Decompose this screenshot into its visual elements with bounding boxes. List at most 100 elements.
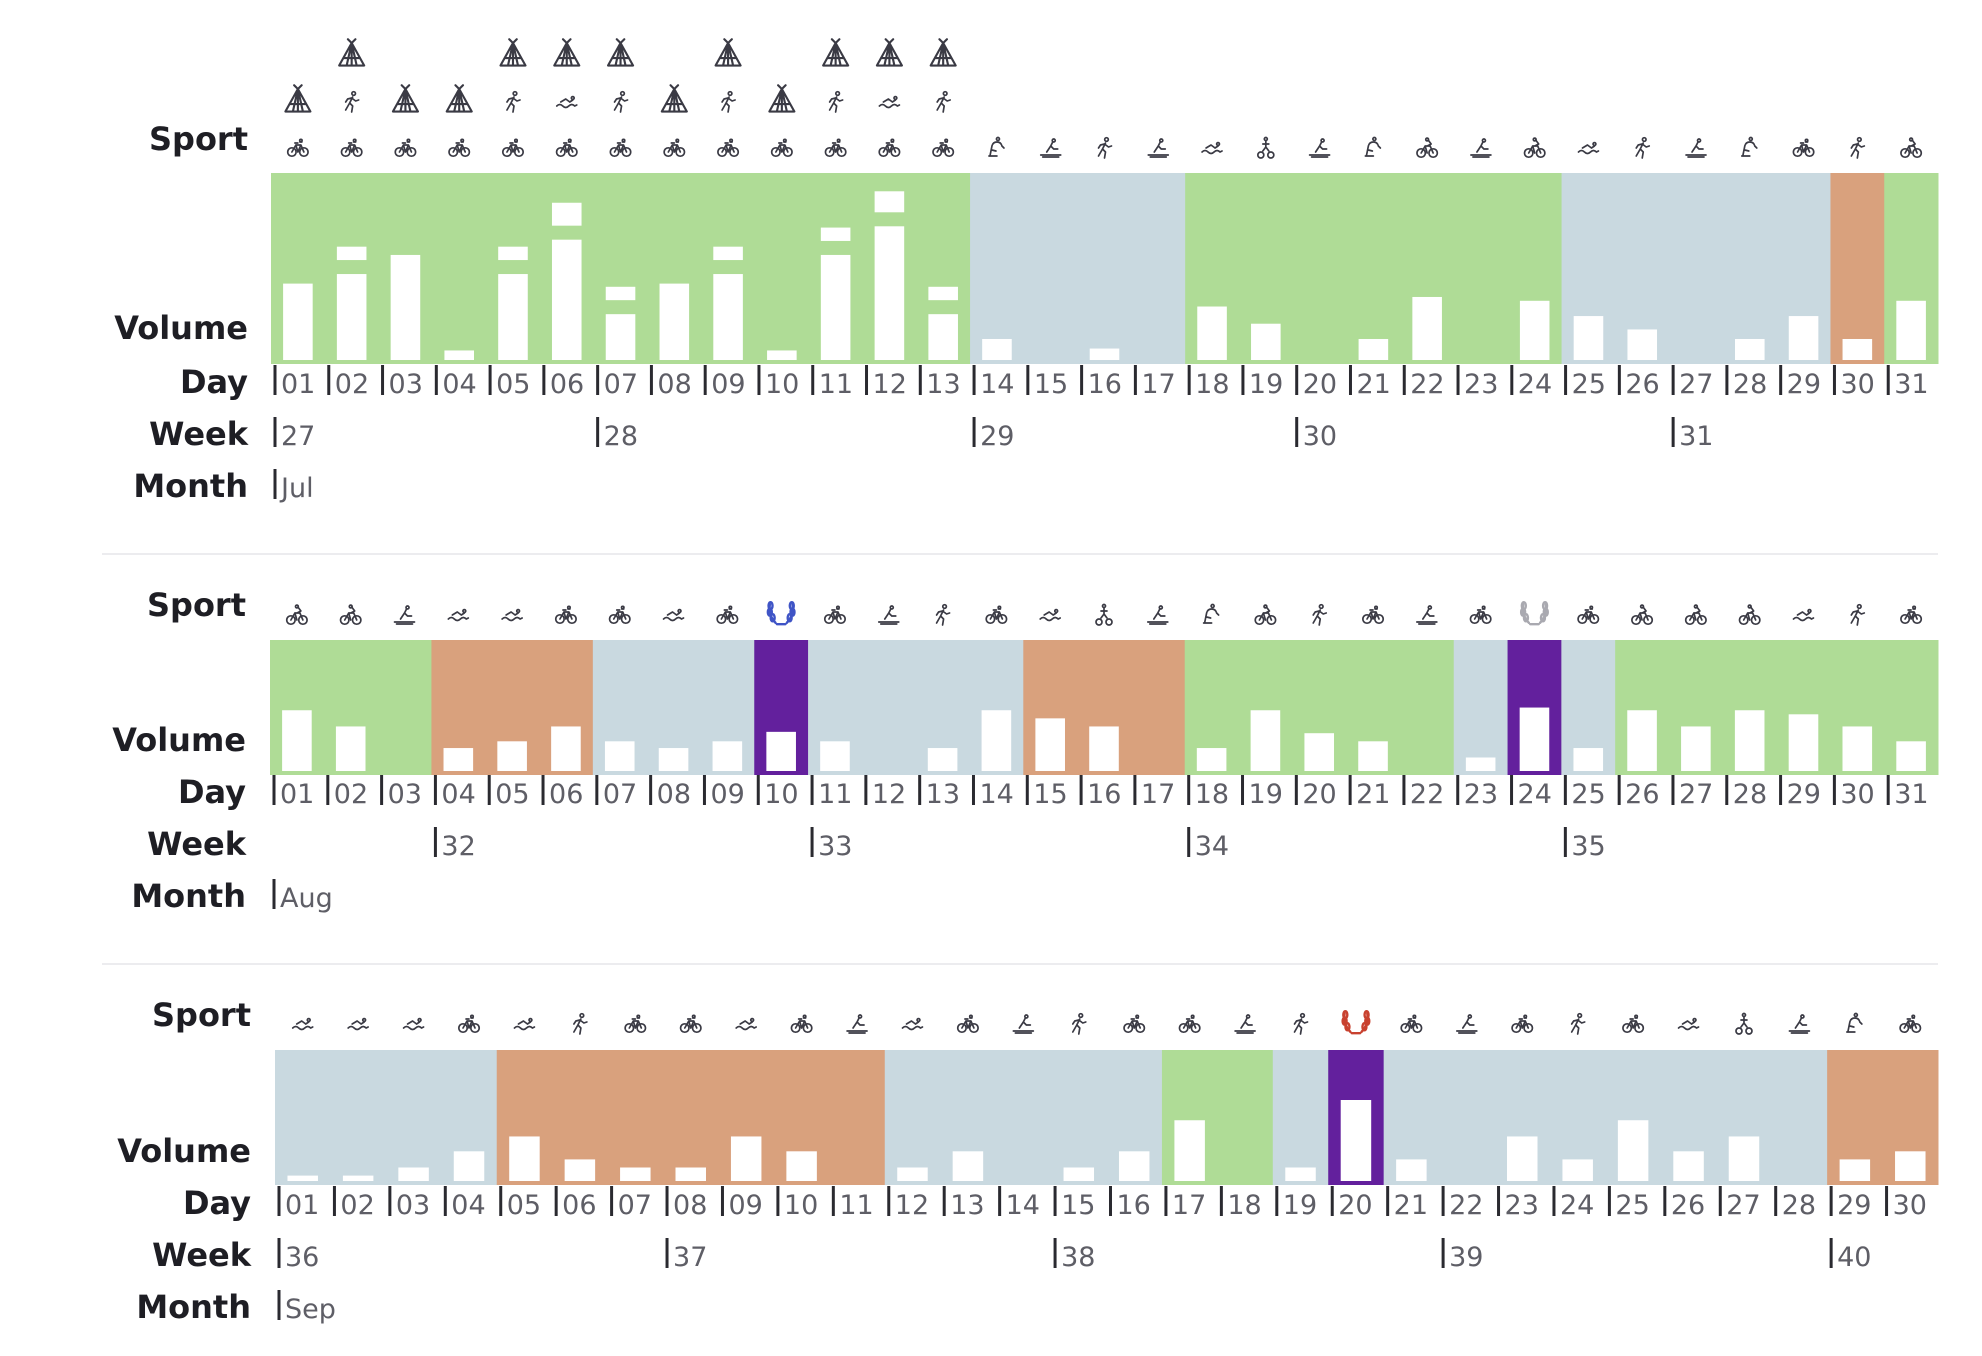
volume-bar[interactable] (287, 1175, 318, 1181)
volume-bar[interactable] (1035, 718, 1065, 771)
volume-bar[interactable] (713, 274, 743, 360)
volume-bar[interactable] (1519, 300, 1550, 360)
rowing-icon (1685, 138, 1707, 158)
volume-bar[interactable] (564, 1159, 596, 1181)
volume-bar[interactable] (509, 1136, 540, 1181)
volume-bar[interactable] (820, 254, 851, 360)
volume-bar[interactable] (604, 741, 635, 771)
volume-bar[interactable] (1250, 710, 1281, 771)
laurel-silver-icon (1519, 601, 1549, 626)
volume-bar[interactable] (927, 748, 958, 771)
volume-bar[interactable] (605, 286, 636, 301)
volume-bar[interactable] (1063, 1167, 1095, 1182)
day-tick-label: 04 (441, 779, 475, 810)
volume-bar[interactable] (335, 726, 366, 771)
volume-bar[interactable] (1174, 1120, 1205, 1181)
volume-bar[interactable] (982, 338, 1012, 360)
volume-bar[interactable] (551, 239, 582, 360)
volume-bar[interactable] (1562, 1159, 1593, 1181)
volume-bar[interactable] (1197, 306, 1227, 360)
volume-bar[interactable] (336, 274, 367, 360)
volume-bar[interactable] (1251, 323, 1281, 360)
volume-bar[interactable] (820, 227, 851, 241)
volume-bar[interactable] (1627, 710, 1657, 771)
volume-bar[interactable] (551, 726, 581, 771)
volume-bar[interactable] (1507, 1136, 1538, 1181)
volume-bar[interactable] (981, 710, 1012, 771)
volume-bar[interactable] (1788, 316, 1819, 360)
volume-bar[interactable] (605, 314, 636, 360)
volume-bar[interactable] (1617, 1120, 1649, 1181)
volume-bar[interactable] (443, 748, 474, 771)
day-tick-label: 29 (1787, 779, 1821, 810)
volume-bar[interactable] (453, 1151, 485, 1181)
volume-bar[interactable] (1118, 1151, 1150, 1181)
swim-icon (402, 1017, 425, 1031)
volume-bar[interactable] (1285, 1167, 1316, 1182)
volume-bar[interactable] (658, 748, 689, 771)
volume-bar[interactable] (444, 350, 474, 360)
run-icon (721, 90, 736, 113)
volume-bar[interactable] (1627, 329, 1658, 360)
day-tick-label: 06 (549, 779, 583, 810)
volume-bar[interactable] (928, 314, 958, 360)
volume-bar[interactable] (1842, 338, 1873, 360)
volume-bar[interactable] (498, 274, 528, 360)
volume-bar[interactable] (1735, 338, 1765, 360)
volume-bar[interactable] (1895, 1151, 1926, 1181)
volume-bar[interactable] (342, 1175, 374, 1181)
volume-bar[interactable] (1396, 1159, 1427, 1181)
volume-bar[interactable] (282, 710, 312, 771)
volume-bar[interactable] (820, 741, 850, 771)
week-tick-label: 36 (285, 1242, 319, 1273)
volume-bar[interactable] (1728, 1136, 1760, 1181)
volume-bar[interactable] (1842, 726, 1873, 771)
volume-bar[interactable] (675, 1167, 706, 1182)
volume-bar[interactable] (551, 202, 582, 226)
volume-bar[interactable] (1089, 726, 1119, 771)
run-icon (344, 90, 360, 113)
volume-bar[interactable] (1788, 714, 1819, 771)
volume-bar[interactable] (730, 1136, 762, 1181)
volume-bar[interactable] (952, 1151, 984, 1181)
volume-bar[interactable] (1089, 348, 1120, 360)
volume-bar[interactable] (1673, 1151, 1704, 1181)
volume-bar[interactable] (874, 226, 905, 360)
volume-bar[interactable] (620, 1167, 651, 1182)
volume-bar[interactable] (498, 246, 528, 261)
volume-bar[interactable] (1896, 741, 1926, 771)
volume-bar[interactable] (1340, 1100, 1372, 1181)
volume-bar[interactable] (786, 1151, 817, 1181)
volume-bar[interactable] (1573, 748, 1604, 771)
volume-bar[interactable] (897, 1167, 928, 1182)
volume-bar[interactable] (1196, 748, 1227, 771)
day-tick-label: 14 (979, 779, 1013, 810)
volume-bar[interactable] (767, 350, 797, 360)
volume-bar[interactable] (1734, 710, 1765, 771)
volume-bar[interactable] (1681, 726, 1711, 771)
bike-icon (1792, 138, 1815, 158)
volume-bar[interactable] (336, 246, 367, 261)
volume-bar[interactable] (283, 283, 313, 360)
volume-bar[interactable] (928, 286, 958, 301)
volume-bar[interactable] (874, 191, 905, 213)
bike-icon (457, 1014, 481, 1034)
volume-bar[interactable] (1839, 1159, 1871, 1181)
volume-bar[interactable] (1412, 296, 1442, 360)
month-row-label: Month (131, 877, 246, 915)
volume-bar[interactable] (497, 741, 527, 771)
volume-bar[interactable] (713, 246, 743, 261)
volume-bar[interactable] (659, 283, 690, 360)
volume-bar[interactable] (1358, 338, 1389, 360)
volume-bar[interactable] (712, 741, 743, 771)
volume-bar[interactable] (1519, 707, 1550, 771)
volume-bar[interactable] (1465, 757, 1496, 772)
day-tick-label: 22 (1410, 779, 1444, 810)
volume-bar[interactable] (766, 731, 796, 771)
volume-bar[interactable] (1304, 733, 1335, 771)
volume-bar[interactable] (390, 254, 421, 360)
volume-bar[interactable] (1573, 316, 1604, 360)
volume-bar[interactable] (398, 1167, 429, 1182)
volume-bar[interactable] (1358, 741, 1388, 771)
volume-bar[interactable] (1896, 300, 1926, 360)
